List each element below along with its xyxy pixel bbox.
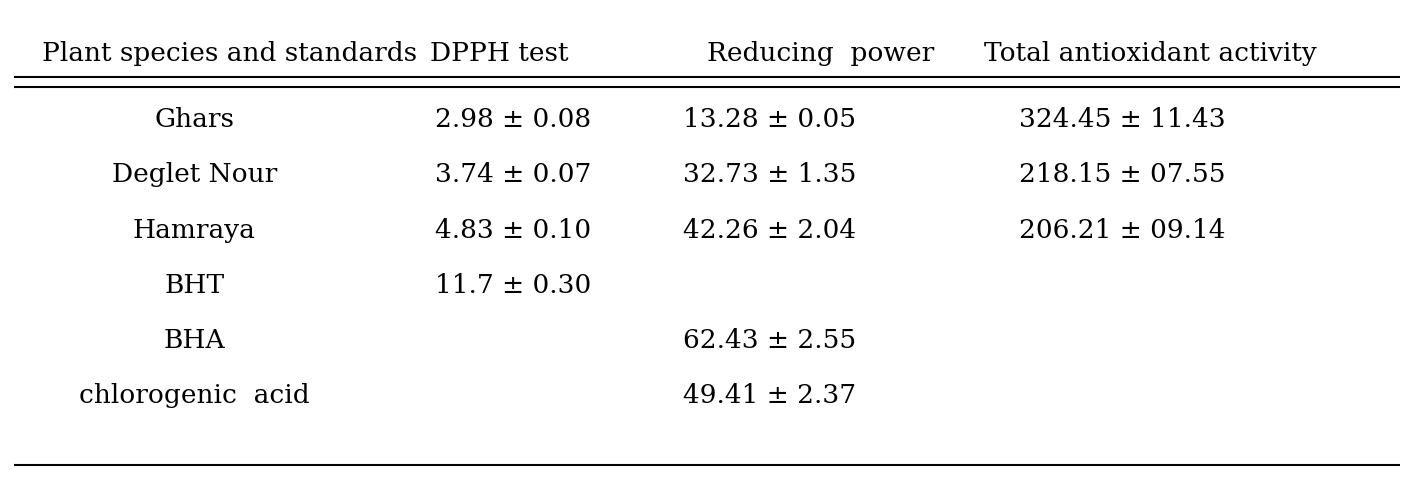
Text: 62.43 ± 2.55: 62.43 ± 2.55 — [683, 328, 855, 353]
Text: 13.28 ± 0.05: 13.28 ± 0.05 — [683, 107, 855, 132]
Text: BHT: BHT — [164, 273, 225, 298]
Text: Reducing  power: Reducing power — [707, 42, 935, 66]
Text: 218.15 ± 07.55: 218.15 ± 07.55 — [1019, 163, 1226, 187]
Text: Deglet Nour: Deglet Nour — [112, 163, 277, 187]
Text: DPPH test: DPPH test — [430, 42, 568, 66]
Text: 3.74 ± 0.07: 3.74 ± 0.07 — [436, 163, 591, 187]
Text: Total antioxidant activity: Total antioxidant activity — [984, 42, 1316, 66]
Text: Hamraya: Hamraya — [133, 217, 256, 243]
Text: chlorogenic  acid: chlorogenic acid — [79, 383, 310, 408]
Text: 11.7 ± 0.30: 11.7 ± 0.30 — [436, 273, 591, 298]
Text: 324.45 ± 11.43: 324.45 ± 11.43 — [1019, 107, 1226, 132]
Text: Plant species and standards: Plant species and standards — [42, 42, 417, 66]
Text: 42.26 ± 2.04: 42.26 ± 2.04 — [683, 217, 855, 243]
Text: 2.98 ± 0.08: 2.98 ± 0.08 — [436, 107, 591, 132]
Text: 206.21 ± 09.14: 206.21 ± 09.14 — [1019, 217, 1226, 243]
Text: 4.83 ± 0.10: 4.83 ± 0.10 — [436, 217, 591, 243]
Text: Ghars: Ghars — [154, 107, 235, 132]
Text: BHA: BHA — [164, 328, 225, 353]
Text: 32.73 ± 1.35: 32.73 ± 1.35 — [683, 163, 855, 187]
Text: 49.41 ± 2.37: 49.41 ± 2.37 — [683, 383, 855, 408]
